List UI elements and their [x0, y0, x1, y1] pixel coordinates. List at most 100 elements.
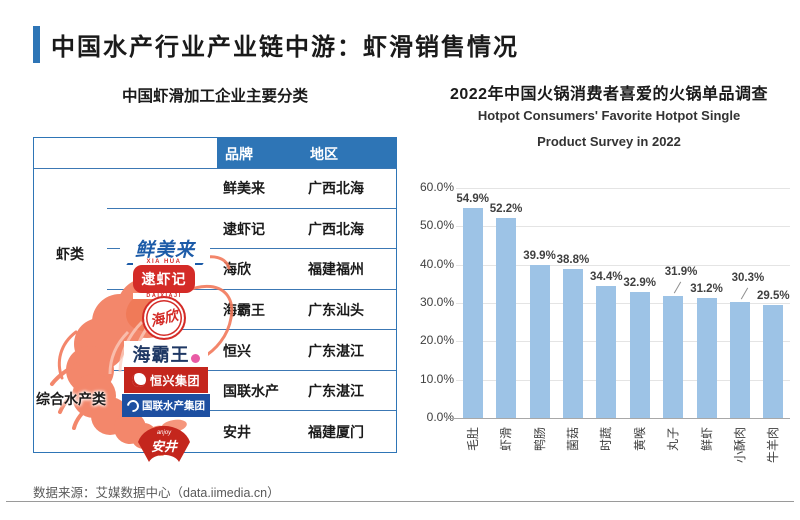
region-cell: 广东湛江 — [308, 383, 364, 400]
bar-毛肚 — [462, 207, 483, 418]
x-axis-label: 虾滑 — [499, 427, 514, 452]
guolian-logo-text: 国联水产集团 — [142, 400, 205, 412]
row-separator — [107, 288, 396, 290]
gridline — [456, 341, 790, 343]
bar-value-label: 34.4% — [589, 271, 623, 284]
gridline — [456, 303, 790, 304]
region-cell: 福建厦门 — [308, 423, 364, 440]
brand-cell: 鲜美来 — [223, 180, 265, 197]
label-leader-line — [740, 287, 749, 300]
data-source-note: 数据来源：艾媒数据中心（data.iimedia.cn） — [33, 486, 280, 500]
y-axis-tick-label: 50.0% — [420, 218, 455, 233]
bar-虾滑 — [496, 217, 517, 418]
chart-panel: 2022年中国火锅消费者喜爱的火锅单品调查 Hotpot Consumers' … — [420, 0, 798, 520]
brand-cell: 海霸王 — [223, 302, 265, 319]
gridline — [456, 188, 790, 189]
row-separator — [107, 329, 396, 331]
bar-菌菇 — [562, 269, 583, 418]
table-row: 恒兴 广东湛江 — [34, 330, 396, 371]
table-row: 国联水产 广东湛江 — [34, 371, 396, 412]
x-axis-label: 菌菇 — [565, 427, 580, 452]
region-cell: 广东湛江 — [308, 342, 364, 359]
table-row: 鲜美来 广西北海 — [34, 168, 396, 209]
bar-鸭肠 — [529, 265, 550, 418]
bar-鲜虾 — [696, 298, 717, 418]
bar-丸子 — [663, 295, 684, 418]
bar-牛羊肉 — [763, 304, 784, 418]
table-row: 逮虾记 广西北海 — [34, 209, 396, 250]
bar-value-label: 54.9% — [456, 192, 489, 205]
chart-subtitle-line2: Product Survey in 2022 — [537, 134, 681, 149]
x-axis-label: 丸子 — [666, 427, 681, 452]
table-header-row: 品牌 地区 — [34, 138, 396, 169]
brand-cell: 国联水产 — [223, 383, 279, 400]
left-panel-title: 中国虾滑加工企业主要分类 — [121, 88, 308, 105]
haixin-logo: 海欣 — [142, 296, 186, 340]
hengxing-logo: 恒兴集团 — [124, 367, 208, 393]
bar-value-label: 39.9% — [523, 250, 556, 263]
daixiaji-logo: XIA HUA 逮虾记 DAIXIAJI — [133, 259, 195, 299]
bar-小酥肉 — [729, 301, 750, 418]
plot-area: 54.9% 毛肚 52.2% 虾滑 39.9% 鸭肠 38.8% 菌菇 34.4% 时蔬 32.9%… — [456, 188, 790, 463]
footer-divider — [6, 501, 794, 502]
brand-cell: 安井 — [223, 423, 251, 440]
brand-cell: 逮虾记 — [223, 220, 265, 237]
bar-时蔬 — [596, 286, 617, 418]
guolian-logo: 国联水产集团 — [122, 394, 210, 417]
anjing-logo: anjoy 安井 — [138, 425, 190, 462]
table-row: 安井 福建厦门 — [34, 411, 396, 452]
x-axis-label: 鸭肠 — [532, 427, 547, 452]
chart-subtitle-line1: Hotpot Consumers' Favorite Hotpot Single — [477, 108, 741, 123]
y-axis-tick-label: 20.0% — [420, 333, 455, 348]
xianmeilai-logo-text: 鲜美来 — [134, 240, 195, 261]
category-label-shrimp: 虾类 — [56, 246, 84, 262]
hengxing-emblem-icon — [131, 373, 146, 387]
page-title: 中国水产行业产业链中游：虾滑销售情况 — [51, 34, 519, 61]
anjing-logo-text: 安井 — [151, 439, 179, 454]
x-axis-label: 牛羊肉 — [766, 427, 781, 464]
table-rows: 鲜美来 广西北海 逮虾记 广西北海 海欣 福建福州 海霸王 广东汕头 恒兴 广东湛江 国联水产 广东湛… — [34, 168, 396, 452]
guolian-emblem-icon — [124, 397, 142, 414]
region-cell: 广西北海 — [308, 220, 364, 237]
bar-value-label: 31.9% — [664, 265, 698, 278]
y-axis-tick-label: 10.0% — [420, 371, 455, 386]
brand-table: 品牌 地区 鲜美来 广西北海 逮虾记 广西北海 海欣 福建福州 海霸王 广东汕头 恒兴 广东湛江国… — [33, 137, 397, 462]
haibawang-logo-dot — [190, 354, 200, 363]
haixin-logo-text: 海欣 — [148, 306, 180, 330]
bar-value-label: 31.2% — [690, 283, 723, 296]
y-axis-tick-label: 30.0% — [420, 295, 455, 309]
anjing-logo-top-text: anjoy — [157, 430, 172, 436]
column-header-brand: 品牌 — [225, 146, 253, 162]
y-axis-tick-label: 0.0% — [426, 410, 454, 424]
x-axis-label: 黄喉 — [632, 427, 647, 452]
daixiaji-logo-text: 逮虾记 — [133, 265, 195, 293]
x-axis-line-extension — [446, 417, 456, 419]
title-accent-bar — [33, 26, 40, 63]
bar-value-label: 32.9% — [623, 276, 656, 289]
bar-value-label: 30.3% — [731, 271, 765, 284]
hengxing-logo-text: 恒兴集团 — [149, 373, 200, 388]
column-header-region: 地区 — [310, 146, 338, 162]
table-header-background: 品牌 地区 — [217, 138, 396, 168]
haibawang-logo-text: 海霸王 — [132, 345, 190, 365]
gridline — [456, 264, 790, 266]
table-row: 海霸王 广东汕头 — [34, 290, 396, 331]
gridline — [456, 379, 790, 381]
x-axis-label: 鲜虾 — [699, 427, 714, 452]
row-separator — [107, 369, 396, 371]
row-separator — [107, 207, 396, 209]
x-axis-label: 时蔬 — [599, 427, 614, 452]
y-axis-tick-label: 60.0% — [420, 180, 455, 194]
bar-黄喉 — [629, 291, 650, 418]
gridline — [456, 226, 790, 228]
region-cell: 广西北海 — [308, 180, 364, 197]
haibawang-logo: 海霸王 — [124, 341, 208, 367]
x-axis-label: 毛肚 — [465, 427, 480, 452]
bar-value-label: 38.8% — [556, 254, 590, 267]
region-cell: 福建福州 — [308, 261, 364, 278]
table-row: 海欣 福建福州 — [34, 249, 396, 290]
chart-title: 2022年中国火锅消费者喜爱的火锅单品调查 — [449, 86, 769, 103]
y-axis-tick-label: 40.0% — [420, 256, 455, 271]
row-separator — [107, 410, 396, 412]
